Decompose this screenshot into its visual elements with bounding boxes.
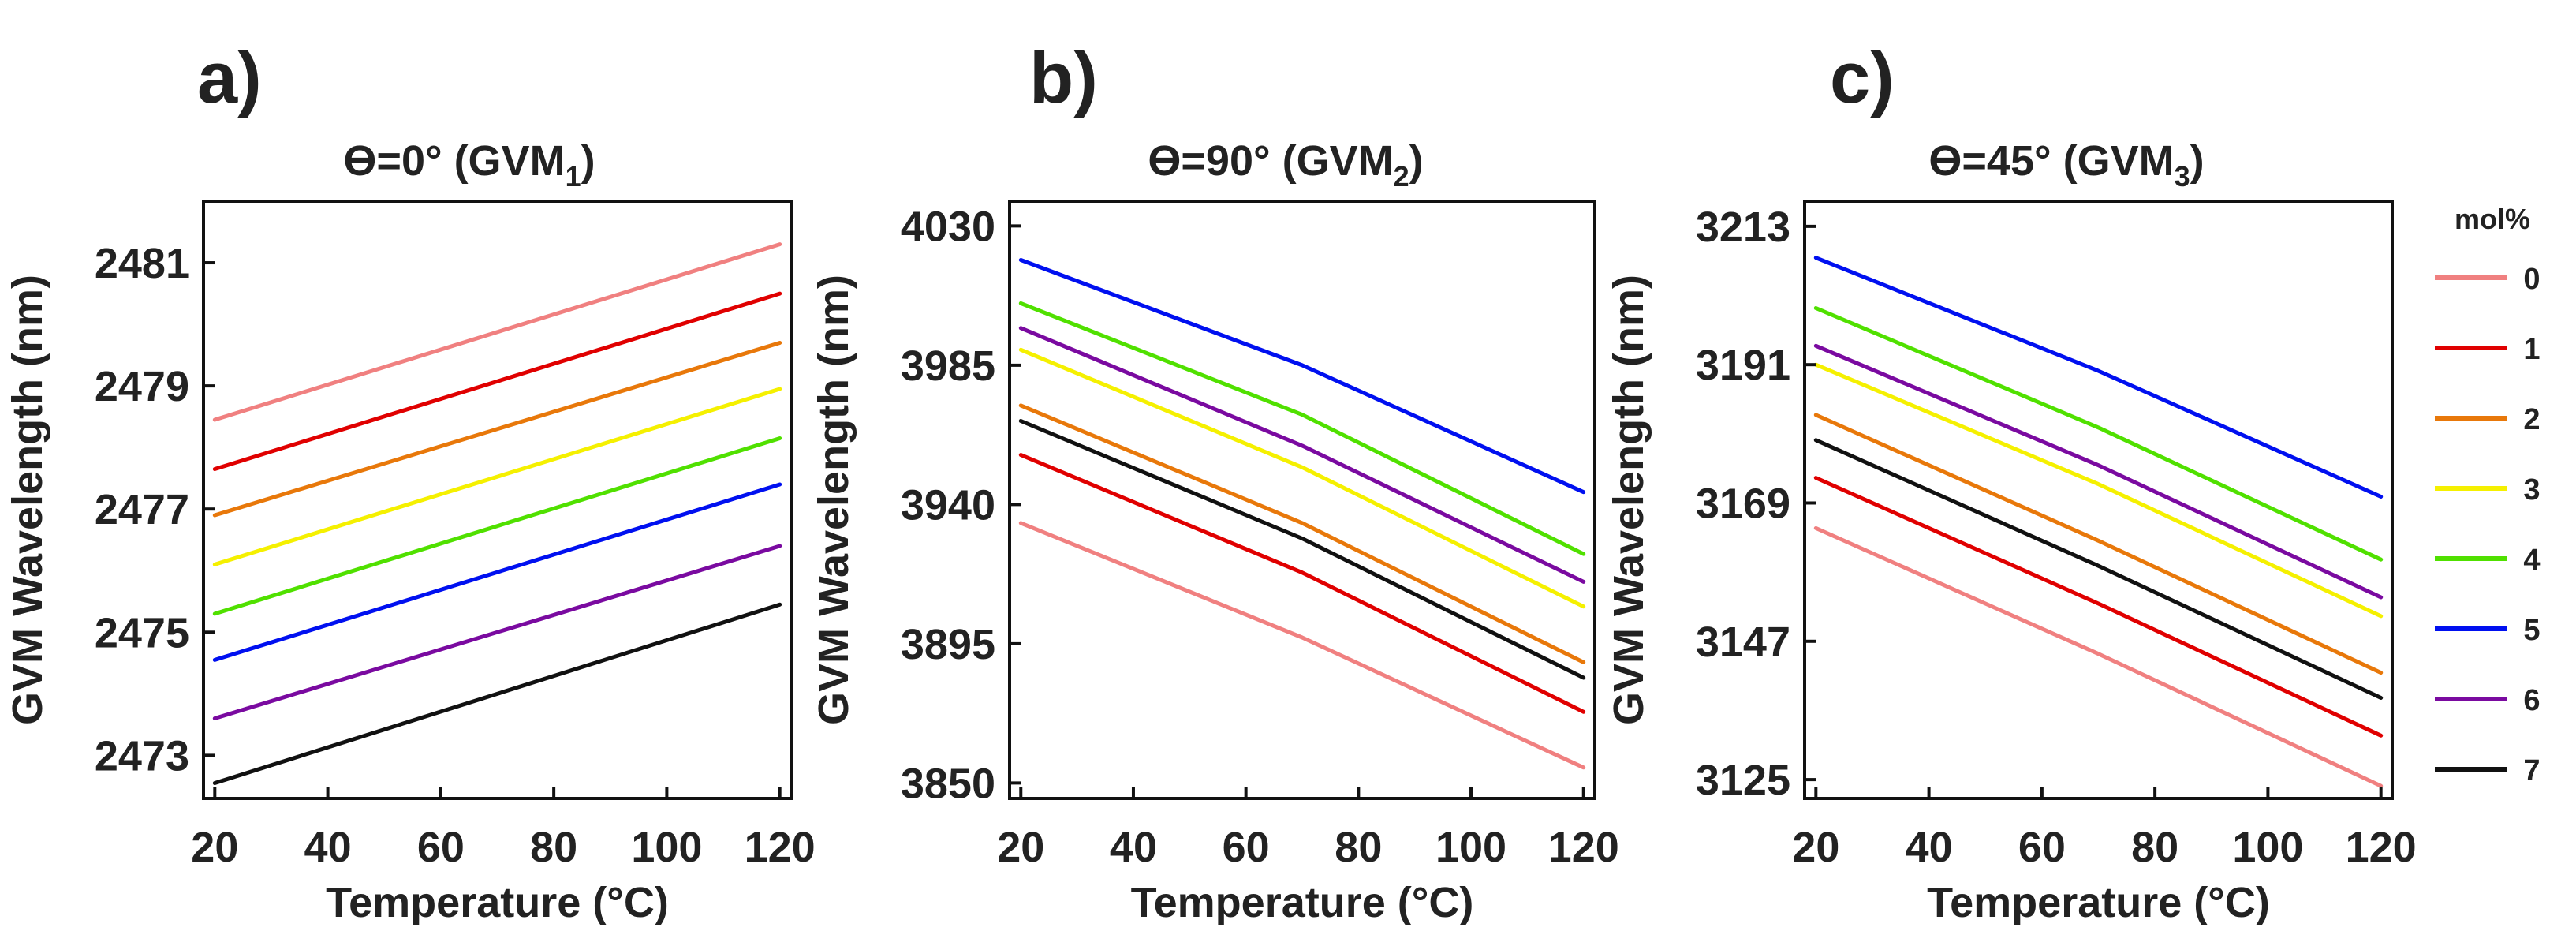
y-axis-label: GVM Wavelength (nm) xyxy=(1605,275,1652,725)
x-tick-label: 20 xyxy=(1792,824,1839,871)
series-group xyxy=(212,242,782,785)
legend-item: 4 xyxy=(2435,544,2541,577)
legend-item: 1 xyxy=(2435,333,2541,366)
series-line-2 xyxy=(1018,403,1586,664)
series-line-3 xyxy=(212,387,782,566)
series-line-1 xyxy=(212,291,782,471)
x-tick-label: 80 xyxy=(1335,824,1382,871)
plot-frame xyxy=(202,200,793,800)
y-tick-label: 3169 xyxy=(1696,480,1790,527)
series-line-3 xyxy=(1018,347,1586,609)
legend-item: 0 xyxy=(2435,263,2541,296)
x-axis-label: Temperature (°C) xyxy=(326,879,669,926)
y-tick-label: 3850 xyxy=(901,760,995,807)
y-tick-label: 3125 xyxy=(1696,757,1790,804)
x-axis-label: Temperature (°C) xyxy=(1131,879,1474,926)
legend-label: 1 xyxy=(2523,333,2540,366)
x-tick-label: 120 xyxy=(1548,824,1619,871)
series-line-4 xyxy=(1813,306,2384,562)
y-tick-label: 3940 xyxy=(901,481,995,529)
series-line-7 xyxy=(1813,438,2384,700)
y-tick-label: 3213 xyxy=(1696,204,1790,251)
x-tick-label: 20 xyxy=(191,824,238,871)
panel-title: ϴ=90° (GVM2) xyxy=(1148,137,1423,193)
y-tick-label: 4030 xyxy=(901,203,995,250)
legend-label: 7 xyxy=(2523,754,2540,787)
x-tick-label: 60 xyxy=(417,824,465,871)
legend-item: 5 xyxy=(2435,614,2541,647)
x-tick-label: 60 xyxy=(2018,824,2066,871)
series-line-5 xyxy=(1018,258,1586,495)
y-tick-label: 3191 xyxy=(1696,342,1790,389)
series-line-6 xyxy=(1813,343,2384,600)
x-axis-label: Temperature (°C) xyxy=(1927,879,2270,926)
series-line-2 xyxy=(212,341,782,518)
series-group xyxy=(1018,258,1586,770)
panel-label: c) xyxy=(1830,38,1895,118)
series-line-3 xyxy=(1813,362,2384,619)
series-line-1 xyxy=(1813,476,2384,738)
x-tick-label: 120 xyxy=(2346,824,2417,871)
panel-title: ϴ=45° (GVM3) xyxy=(1928,137,2204,193)
legend-label: 5 xyxy=(2523,614,2540,647)
y-axis-label: GVM Wavelength (nm) xyxy=(4,275,51,725)
series-line-7 xyxy=(1018,419,1586,680)
y-tick-label: 2481 xyxy=(95,240,189,287)
legend-label: 0 xyxy=(2523,263,2540,296)
series-line-0 xyxy=(212,242,782,422)
series-line-6 xyxy=(1018,326,1586,584)
y-tick-label: 2473 xyxy=(95,732,189,780)
series-line-7 xyxy=(212,602,782,785)
x-tick-label: 60 xyxy=(1223,824,1270,871)
y-tick-label: 2475 xyxy=(95,609,189,656)
legend-label: 3 xyxy=(2523,473,2540,507)
y-tick-label: 3985 xyxy=(901,342,995,390)
chart-panel-2: b) ϴ=90° (GVM2) 20 40 60 80 100 120 3850 3895 3940… xyxy=(810,38,1619,926)
chart-panel-3: c) ϴ=45° (GVM3) 20 40 60 80 100 120 3125 3147 3169… xyxy=(1605,38,2417,926)
panel-label: b) xyxy=(1029,38,1098,118)
series-line-2 xyxy=(1813,413,2384,675)
series-line-4 xyxy=(212,436,782,616)
series-line-0 xyxy=(1018,521,1586,770)
legend-label: 2 xyxy=(2523,403,2540,436)
y-tick-label: 3147 xyxy=(1696,619,1790,666)
y-tick-label: 2479 xyxy=(95,363,189,410)
x-tick-label: 80 xyxy=(2131,824,2178,871)
series-group xyxy=(1813,256,2384,788)
x-tick-label: 100 xyxy=(631,824,702,871)
y-tick-label: 2477 xyxy=(95,486,189,533)
legend-item: 2 xyxy=(2435,403,2541,436)
series-line-0 xyxy=(1813,525,2384,788)
legend-item: 6 xyxy=(2435,684,2541,717)
plot-frame xyxy=(1008,200,1596,800)
legend: mol% 0 1 2 3 4 5 6 7 xyxy=(2435,203,2541,787)
plot-frame xyxy=(1803,200,2394,800)
x-tick-label: 80 xyxy=(530,824,577,871)
series-line-6 xyxy=(212,544,782,720)
x-tick-label: 20 xyxy=(997,824,1044,871)
x-tick-label: 40 xyxy=(1110,824,1157,871)
x-tick-label: 40 xyxy=(304,824,352,871)
series-line-4 xyxy=(1018,301,1586,556)
y-axis-label: GVM Wavelength (nm) xyxy=(810,275,857,725)
x-tick-label: 40 xyxy=(1906,824,1953,871)
panel-title: ϴ=0° (GVM1) xyxy=(343,137,595,193)
x-tick-label: 100 xyxy=(2232,824,2303,871)
legend-item: 7 xyxy=(2435,754,2541,787)
legend-item: 3 xyxy=(2435,473,2541,507)
legend-label: 4 xyxy=(2523,544,2540,577)
chart-panel-1: a) ϴ=0° (GVM1) 20 40 60 80 100 120 2473 2475 2477 2… xyxy=(4,38,816,926)
x-tick-label: 120 xyxy=(745,824,816,871)
series-line-5 xyxy=(1813,256,2384,499)
x-tick-label: 100 xyxy=(1435,824,1506,871)
legend-label: 6 xyxy=(2523,684,2540,717)
y-tick-label: 3895 xyxy=(901,621,995,668)
panel-label: a) xyxy=(197,38,262,118)
series-line-5 xyxy=(212,482,782,662)
legend-title: mol% xyxy=(2455,203,2530,235)
series-line-1 xyxy=(1018,453,1586,714)
